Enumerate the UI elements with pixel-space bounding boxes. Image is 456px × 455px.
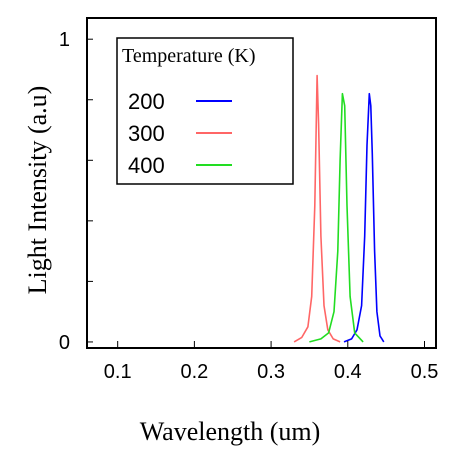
series-400-line xyxy=(309,92,364,343)
y-axis-label: Light Intensity (a.u) xyxy=(23,86,52,295)
x-axis-label: Wavelength (um) xyxy=(140,417,321,446)
x-tick-label: 0.2 xyxy=(180,361,208,383)
legend-label-200: 200 xyxy=(128,89,165,114)
legend-label-300: 300 xyxy=(128,121,165,146)
legend-box xyxy=(116,37,294,185)
x-tick-label: 0.3 xyxy=(257,361,285,383)
x-tick-label: 0.5 xyxy=(411,361,439,383)
x-tick-label: 0.4 xyxy=(334,361,362,383)
legend-title: Temperature (K) xyxy=(122,45,256,67)
y-tick-label: 1 xyxy=(59,29,70,51)
series-200-line xyxy=(343,92,385,343)
y-tick-label: 0 xyxy=(59,332,70,354)
legend-label-400: 400 xyxy=(128,153,165,178)
legend: Temperature (K) 200 300 400 xyxy=(116,37,294,185)
x-tick-label: 0.1 xyxy=(104,361,132,383)
